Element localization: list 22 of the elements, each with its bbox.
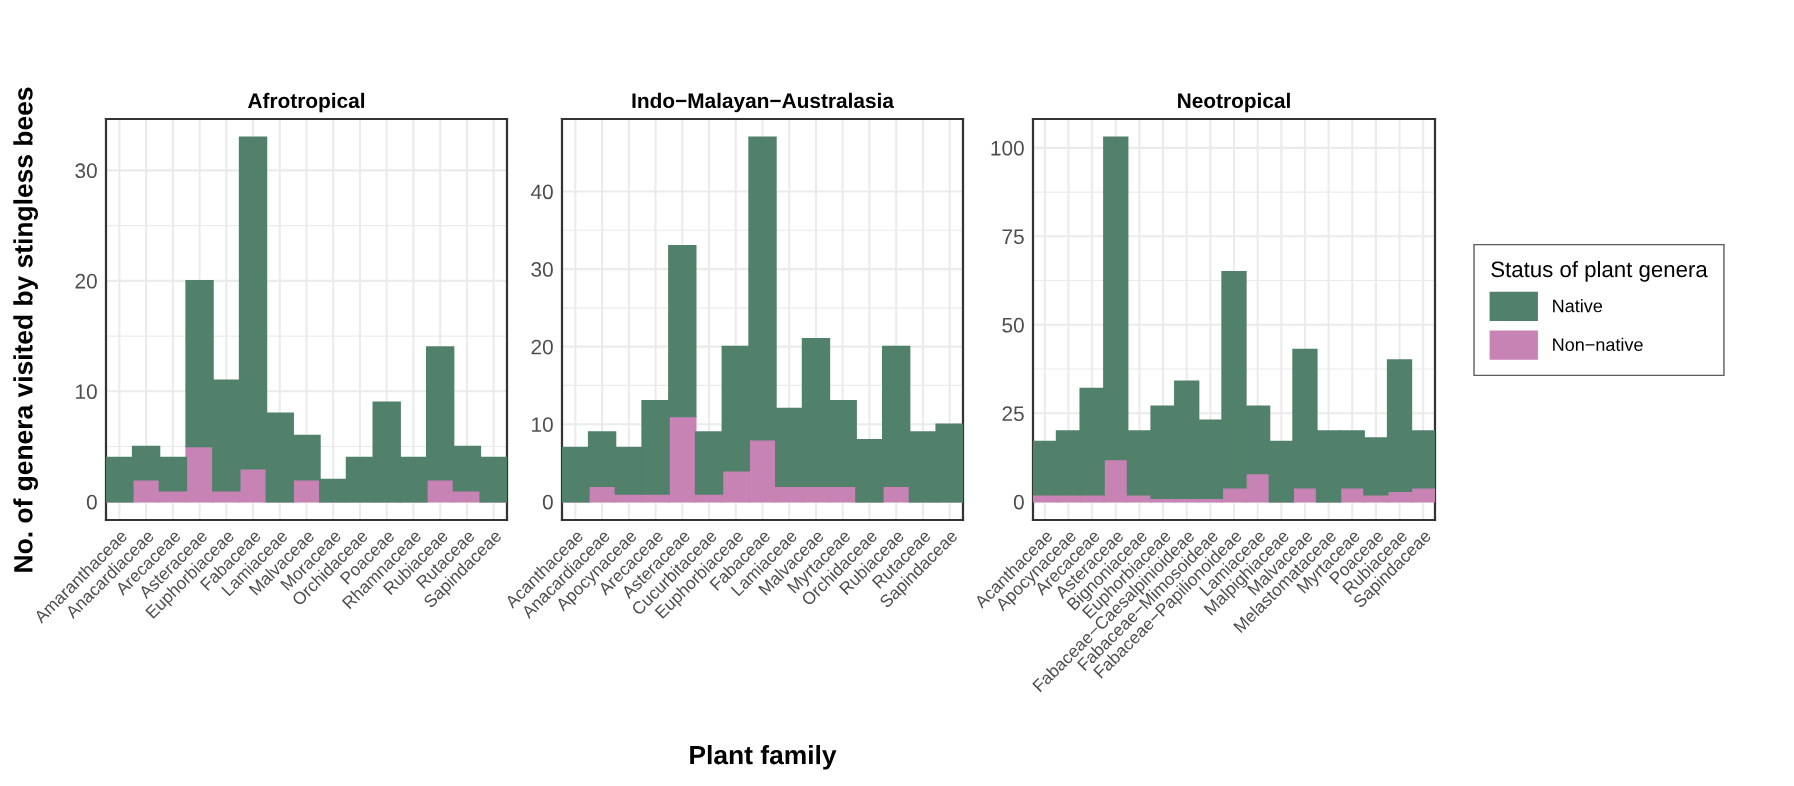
y-tick-label: 20 [75, 273, 97, 289]
legend-title: Status of plant genera [1491, 260, 1708, 282]
y-tick-label: 30 [531, 262, 553, 277]
chart-title: Indo−Malayan−Australasia [632, 92, 895, 113]
y-tick-label: 0 [1013, 494, 1024, 510]
y-tick-label: 20 [531, 339, 553, 355]
chart-title: Neotropical [1178, 92, 1290, 113]
legend-label: Native [1553, 299, 1603, 313]
y-tick-label: 40 [530, 184, 553, 200]
y-tick-label: 0 [542, 494, 553, 510]
y-tick-label: 10 [76, 384, 97, 400]
y-tick-label: 30 [75, 163, 97, 179]
y-axis-title: No. of genera visited by stingless bees [13, 87, 38, 572]
y-tick-label: 75 [1002, 229, 1024, 245]
y-tick-label: 0 [86, 494, 97, 510]
y-tick-label: 50 [1002, 317, 1024, 333]
y-tick-label: 25 [1002, 406, 1024, 422]
y-tick-label: 100 [991, 140, 1024, 156]
x-axis-title: Plant family [690, 745, 837, 770]
legend-label: Non−native [1553, 337, 1643, 352]
y-tick-label: 10 [532, 417, 553, 432]
chart-title: Afrotropical [247, 92, 365, 113]
